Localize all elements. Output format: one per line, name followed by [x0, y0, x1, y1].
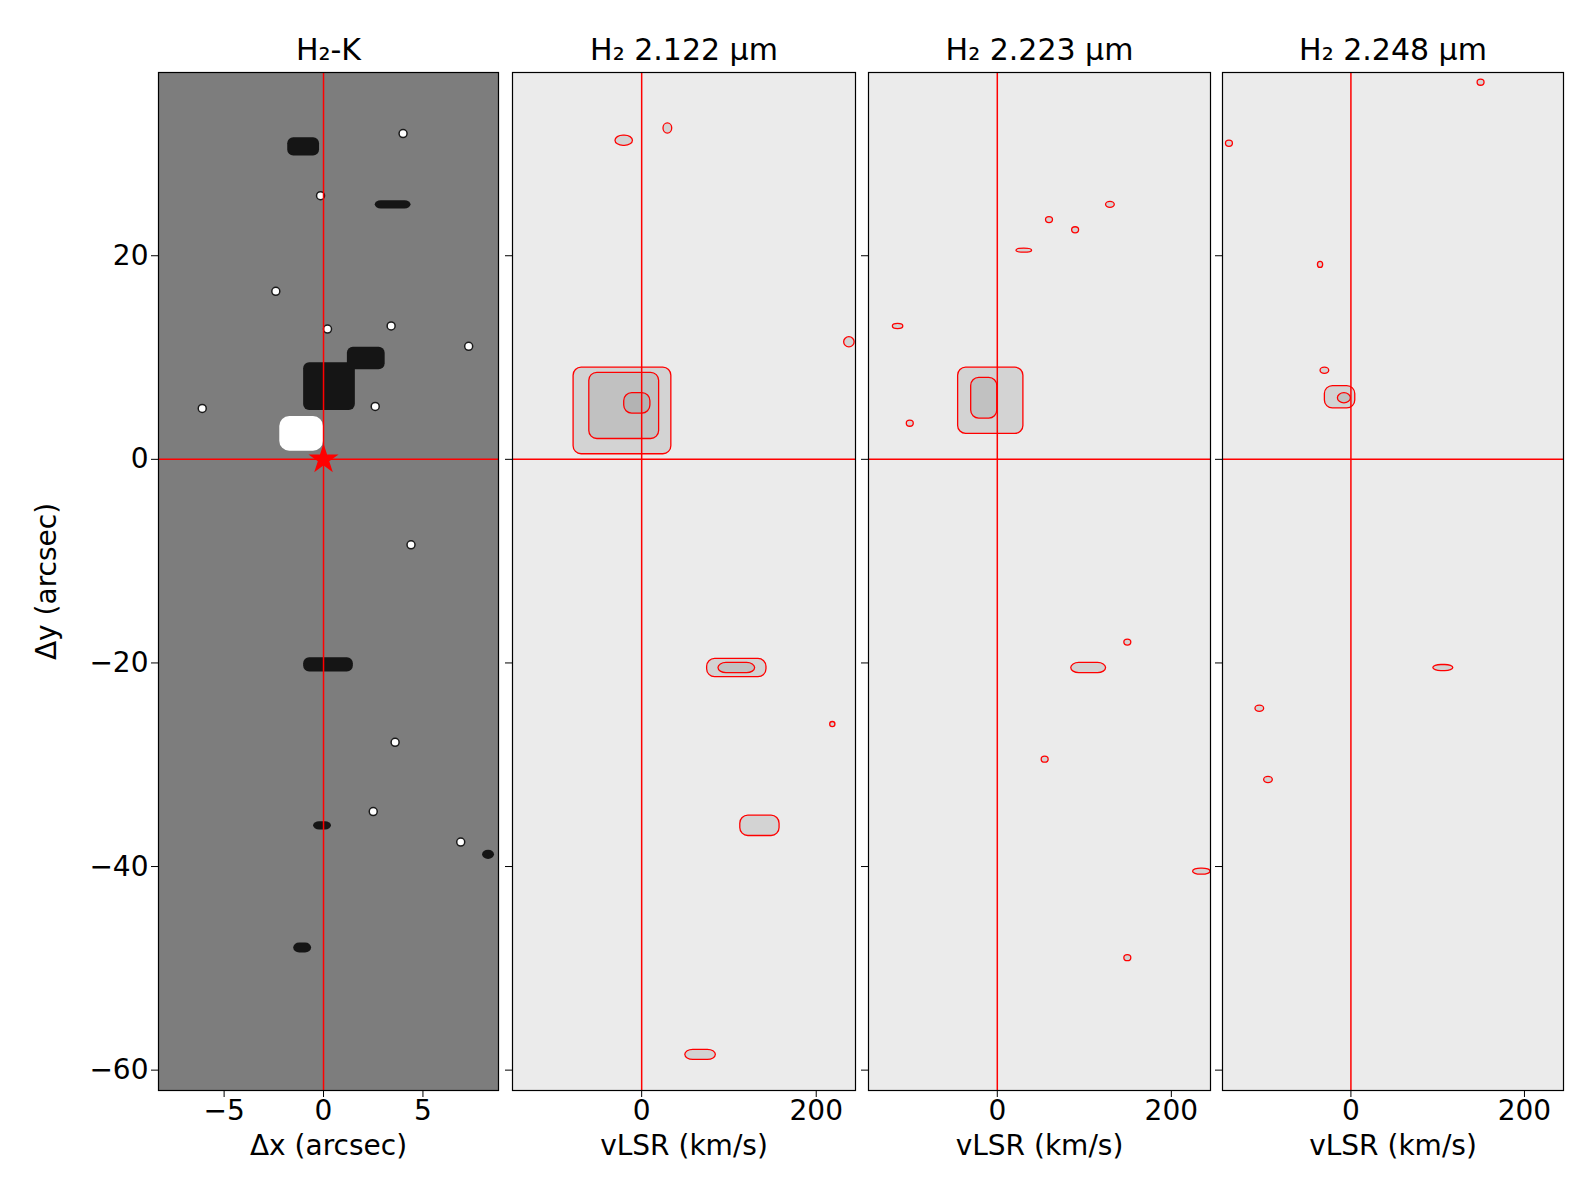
svg-text:vLSR (km/s): vLSR (km/s)	[956, 1129, 1124, 1162]
svg-text:−20: −20	[89, 646, 148, 679]
svg-text:0: 0	[633, 1094, 651, 1127]
svg-text:20: 20	[113, 239, 149, 272]
svg-text:Δx (arcsec): Δx (arcsec)	[250, 1129, 407, 1162]
svg-text:vLSR (km/s): vLSR (km/s)	[600, 1129, 768, 1162]
svg-text:0: 0	[1342, 1094, 1360, 1127]
svg-text:5: 5	[414, 1094, 432, 1127]
svg-text:H₂ 2.223 μm: H₂ 2.223 μm	[946, 32, 1134, 67]
svg-text:200: 200	[789, 1094, 842, 1127]
svg-text:−60: −60	[89, 1053, 148, 1086]
svg-text:0: 0	[315, 1094, 333, 1127]
svg-text:vLSR (km/s): vLSR (km/s)	[1309, 1129, 1477, 1162]
svg-text:200: 200	[1145, 1094, 1198, 1127]
svg-text:−5: −5	[203, 1094, 244, 1127]
svg-text:Δy (arcsec): Δy (arcsec)	[30, 503, 63, 660]
svg-text:H₂-K: H₂-K	[296, 32, 362, 67]
svg-text:−40: −40	[89, 850, 148, 883]
svg-text:H₂ 2.248 μm: H₂ 2.248 μm	[1299, 32, 1487, 67]
svg-text:200: 200	[1498, 1094, 1551, 1127]
svg-text:0: 0	[988, 1094, 1006, 1127]
svg-text:H₂ 2.122 μm: H₂ 2.122 μm	[590, 32, 778, 67]
svg-text:0: 0	[131, 442, 149, 475]
